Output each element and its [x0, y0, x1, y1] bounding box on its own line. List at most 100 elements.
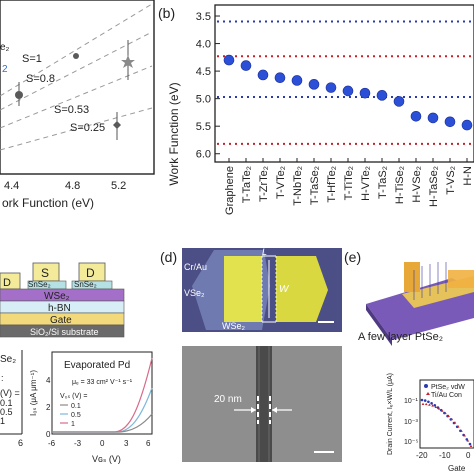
- panel-b-label: (b): [158, 5, 175, 21]
- x-tick-label: T-VS₂: [445, 166, 457, 195]
- x-tick-label: 6: [146, 439, 151, 448]
- data-point: [447, 414, 450, 417]
- snse2-label: SnSe₂: [28, 280, 51, 289]
- panel-c-left-plot: Se₂ : (V) = 0.1 0.5 1 6: [0, 350, 23, 448]
- electrode-label: D: [3, 277, 11, 289]
- sem-scale-label: 20 nm: [214, 394, 242, 405]
- x-tick-labels: Graphene T-TaTe₂ T-ZrTe₂ T-VTe₂ T-NbTe₂ T-TaS…: [224, 158, 474, 215]
- x-tick-label: 0: [100, 439, 105, 448]
- y-tick-label: 10⁻³: [404, 419, 418, 426]
- legend-entry: PtSe₂ vdW: [431, 384, 465, 391]
- y-axis-label: I₀ₛ (μA μm⁻¹): [29, 370, 38, 416]
- x-tick-label: 4.8: [65, 180, 80, 192]
- vse2-label: VSe₂: [184, 288, 205, 298]
- x-tick-label: H-VSe₂: [411, 166, 423, 203]
- panel-c: D S D SnSe₂ SnSe₂ WSe₂ h-BN Gate SiO₂/Si…: [0, 262, 153, 464]
- data-point: [463, 434, 466, 437]
- data-point: [424, 402, 428, 406]
- data-point: [240, 60, 252, 71]
- reference-lines: [217, 20, 474, 145]
- plot-title: Evaporated Pd: [64, 360, 130, 371]
- data-point: [325, 82, 337, 93]
- y-tick-label: 10⁻¹: [404, 398, 418, 405]
- data-point: [223, 54, 235, 66]
- data-point: [430, 402, 433, 405]
- panel-d-label: (d): [160, 249, 177, 265]
- series-points: [223, 54, 473, 131]
- data-point: [274, 72, 286, 84]
- electrode-label: S: [41, 266, 49, 280]
- data-point: [453, 421, 457, 424]
- legend-fragment-1: e₂: [0, 42, 10, 53]
- panel-a: S=1 S=0.8 S=0.53 S=0.25 e₂ 2 4.4 4.8 5.2…: [0, 0, 155, 210]
- x-tick-label: 0: [466, 451, 471, 460]
- panel-a-xlabel: ork Function (eV): [2, 196, 94, 210]
- x-tick-label: H-TiSe₂: [394, 166, 406, 204]
- vse2-region: [224, 256, 262, 322]
- data-point: [469, 444, 473, 447]
- plot-area: [214, 4, 474, 163]
- data-point: [466, 439, 470, 442]
- legend-entry: 0.1: [71, 403, 81, 410]
- x-tick-label: T-TiTe₂: [343, 166, 355, 200]
- data-point: [420, 398, 424, 402]
- panel-e: (e) A few layer PtSe₂ PtSe₂ vdW Ti/Au Co…: [344, 249, 474, 473]
- text-fragment: (V) =: [0, 388, 20, 398]
- electrode-label: D: [86, 266, 95, 280]
- x-axis-label: Vɢₛ (V): [92, 454, 121, 464]
- text-fragment: 1: [0, 416, 5, 426]
- data-point: [427, 400, 430, 404]
- s-label-2: S=0.8: [26, 73, 55, 85]
- y-ticks: 3.5 4.0 4.5 5.0 5.5 6.0: [196, 11, 220, 161]
- data-point: [376, 90, 388, 101]
- sem-channel: [256, 346, 272, 462]
- text-fragment: 0.1: [0, 398, 13, 408]
- s-label-3: S=0.53: [54, 104, 89, 116]
- x-tick-label: -3: [74, 439, 82, 448]
- transfer-curve-plot: Evaporated Pd μₑ = 33 cm² V⁻¹ s⁻¹ V₀ₛ (V…: [29, 351, 153, 464]
- text-fragment: Se₂: [0, 354, 16, 365]
- y-tick-label: 3.5: [196, 11, 211, 23]
- data-point: [427, 112, 439, 124]
- s-label-4: S=0.25: [70, 122, 105, 134]
- x-tick-label: T-TaS₂: [377, 166, 389, 199]
- data-point: [440, 409, 444, 412]
- x-tick-label: Graphene: [224, 166, 236, 215]
- y-tick-label: 10⁻⁵: [404, 439, 418, 446]
- x-tick-label: H-N: [462, 166, 474, 186]
- text-fragment: :: [1, 373, 4, 383]
- x-tick-label: T-NbTe₂: [292, 166, 304, 206]
- x-axis-label: Gate: [448, 464, 466, 473]
- text-fragment: 0.5: [0, 407, 13, 417]
- width-label: W: [279, 284, 290, 295]
- data-point: [428, 403, 431, 406]
- length-label: L: [262, 247, 267, 257]
- s-label-1: S=1: [22, 53, 42, 65]
- x-tick-label: T-VTe₂: [275, 166, 287, 199]
- plot-area: [419, 379, 474, 449]
- data-point: [433, 404, 437, 407]
- data-point: [308, 79, 320, 90]
- ptse2-lattice: [413, 262, 447, 300]
- mobility-text: μₑ = 33 cm² V⁻¹ s⁻¹: [72, 379, 133, 386]
- legend-entry: Ti/Au Con: [431, 392, 462, 399]
- x-tick-label: T-TaTe₂: [241, 166, 253, 203]
- x-tick-label: -10: [439, 451, 451, 460]
- data-point: [291, 75, 303, 86]
- y-tick-label: 4.5: [196, 66, 211, 78]
- curve-tiau-contact: [421, 402, 473, 447]
- legend-entry: 1: [71, 421, 75, 428]
- diamond-marker: [113, 121, 121, 129]
- legend-entry: 0.5: [71, 412, 81, 419]
- y-tick-label: 4.0: [196, 39, 211, 51]
- data-point: [460, 429, 463, 432]
- layer-substrate: [0, 324, 125, 338]
- vds-title: V₀ₛ (V) =: [60, 393, 88, 400]
- data-point: [15, 91, 23, 99]
- data-point: [423, 399, 427, 402]
- data-point: [461, 119, 473, 131]
- y-tick-label: 6.0: [196, 149, 211, 161]
- x-tick-label: 6: [18, 438, 23, 448]
- panel-a-xticks: 4.4 4.8 5.2: [4, 180, 126, 192]
